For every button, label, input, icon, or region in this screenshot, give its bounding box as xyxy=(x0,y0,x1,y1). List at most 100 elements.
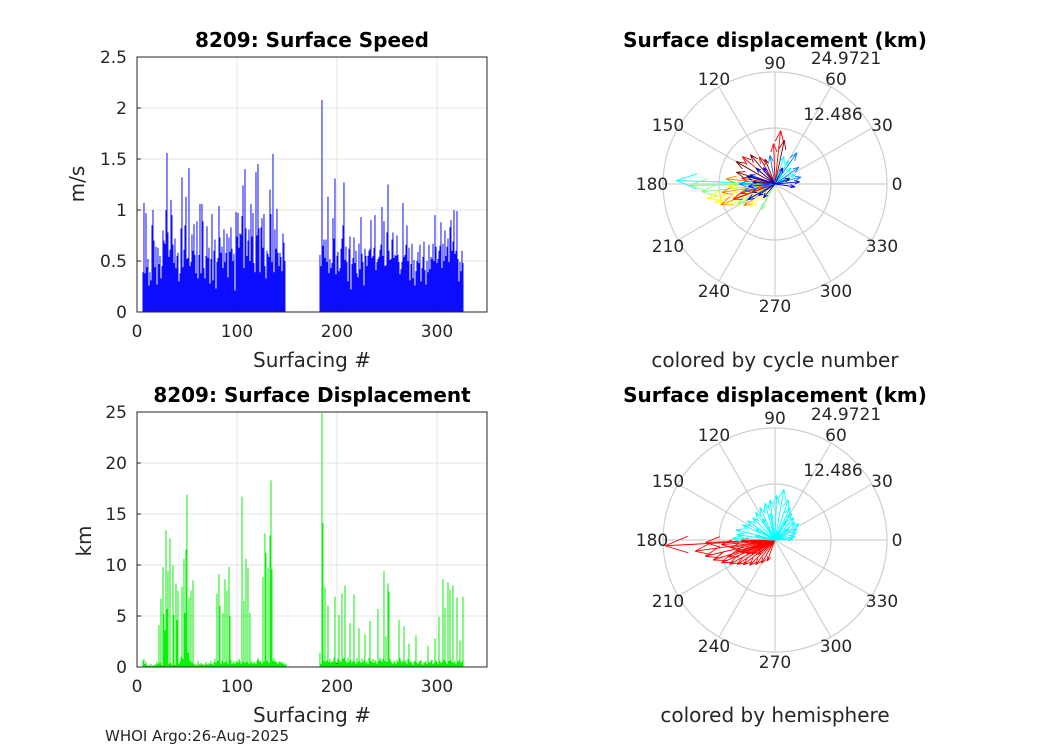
bar xyxy=(234,663,236,667)
bar xyxy=(331,660,333,667)
bar xyxy=(194,254,196,312)
bar xyxy=(330,268,332,312)
bar xyxy=(452,241,454,312)
bar xyxy=(143,202,145,312)
bar xyxy=(354,661,356,667)
bar xyxy=(276,662,278,667)
bar xyxy=(148,285,150,312)
bar xyxy=(431,659,433,667)
bar xyxy=(252,663,254,667)
bar xyxy=(162,567,164,667)
bar xyxy=(239,233,241,312)
bar xyxy=(415,635,417,667)
bar xyxy=(377,608,379,667)
speed-x-ticks: 0 100 200 300 xyxy=(132,322,454,342)
bar xyxy=(154,663,156,667)
bar xyxy=(349,236,351,312)
bar xyxy=(165,210,167,312)
bar xyxy=(262,247,264,312)
bar xyxy=(266,660,268,667)
bar xyxy=(426,261,428,312)
r-label-max: 24.9721 xyxy=(811,405,881,425)
bar xyxy=(242,661,244,667)
bar xyxy=(356,657,358,667)
bar xyxy=(415,271,417,312)
bar xyxy=(391,239,393,312)
x-tick-label: 0 xyxy=(132,322,143,342)
bar xyxy=(267,253,269,312)
displacement-chart: 8209: Surface Displacement 0 5 10 15 20 … xyxy=(72,383,488,727)
bar xyxy=(348,248,350,312)
displacement-xlabel: Surfacing # xyxy=(253,703,371,727)
bar xyxy=(154,267,156,312)
bar xyxy=(171,664,173,667)
angle-label: 330 xyxy=(866,237,898,257)
quiver-arrow xyxy=(750,154,776,185)
polar-spoke xyxy=(774,483,873,541)
bar xyxy=(241,496,243,667)
quiver-arrow xyxy=(772,495,781,541)
bar xyxy=(202,221,204,312)
quiver-arrow xyxy=(751,539,776,555)
bar xyxy=(243,600,245,667)
bar xyxy=(210,660,212,667)
bar xyxy=(167,232,169,312)
quiver-arrow xyxy=(774,520,787,541)
bar xyxy=(399,657,401,667)
bar xyxy=(224,579,226,667)
bar xyxy=(421,268,423,312)
bar xyxy=(262,577,264,667)
quiver-arrow xyxy=(774,178,791,185)
bar xyxy=(235,212,237,312)
bar xyxy=(203,663,205,667)
bar xyxy=(208,662,210,667)
bar xyxy=(277,663,279,667)
bar xyxy=(396,659,398,667)
bar xyxy=(351,662,353,667)
bar xyxy=(334,178,336,312)
bar xyxy=(443,261,445,312)
bar xyxy=(429,269,431,312)
bar xyxy=(284,261,286,312)
bar xyxy=(167,571,169,667)
bar xyxy=(157,247,159,312)
bar xyxy=(355,663,357,667)
bar xyxy=(248,229,250,312)
angle-label: 60 xyxy=(825,70,847,90)
quiver-arrow xyxy=(774,537,794,542)
bar xyxy=(145,661,147,667)
bar xyxy=(368,250,370,312)
bar xyxy=(258,659,260,667)
bar xyxy=(143,658,145,667)
quiver-arrow xyxy=(761,539,776,564)
bar xyxy=(211,214,213,312)
bar xyxy=(150,280,152,312)
quiver-arrow xyxy=(766,539,776,562)
bar xyxy=(320,663,322,667)
y-tick-label: 1.5 xyxy=(100,150,127,170)
bar xyxy=(336,663,338,667)
bar xyxy=(277,252,279,312)
bar xyxy=(340,248,342,312)
bar xyxy=(360,662,362,667)
bar xyxy=(159,662,161,667)
bar xyxy=(170,662,172,667)
bar xyxy=(419,244,421,312)
bar xyxy=(444,607,446,667)
bar xyxy=(335,661,337,667)
bar xyxy=(407,658,409,667)
bar xyxy=(349,623,351,667)
speed-ylabel: m/s xyxy=(65,166,89,203)
y-tick-label: 2.5 xyxy=(100,48,127,68)
quiver-arrow xyxy=(755,167,776,185)
y-tick-label: 20 xyxy=(105,454,127,474)
displacement-x-ticks: 0 100 200 300 xyxy=(132,677,454,697)
bar xyxy=(281,271,283,312)
bar xyxy=(447,238,449,312)
y-tick-label: 2 xyxy=(116,99,127,119)
quiver-arrow xyxy=(762,518,776,541)
polar-spoke xyxy=(774,539,832,638)
bar xyxy=(394,661,396,667)
bar xyxy=(267,568,269,667)
bar xyxy=(401,662,403,667)
